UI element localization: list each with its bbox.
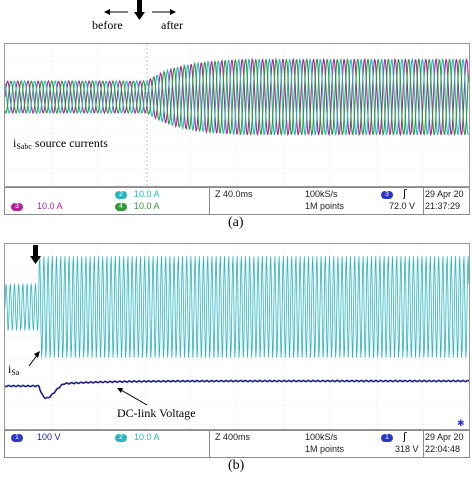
scope-screen-a: iSabc source currents: [4, 43, 470, 187]
trigger-channel-badge: 1: [381, 434, 393, 442]
phase-b-trace: [5, 57, 469, 137]
waveform-plot-a: [5, 44, 469, 186]
timebase: Z 400ms: [215, 432, 251, 442]
source-current-trace: [5, 256, 469, 358]
dc-link-voltage-label: DC-link Voltage: [117, 406, 196, 420]
date: 29 Apr 20: [425, 432, 464, 442]
record-length: 1M points: [305, 444, 345, 454]
ch2-badge: 2: [115, 191, 127, 199]
ch3-scale: 10.0 A: [37, 201, 63, 211]
sample-rate: 100kS/s: [305, 432, 338, 442]
date: 29 Apr 20: [425, 189, 464, 199]
ch2-scale: 10.0 A: [134, 432, 160, 442]
after-label: after: [161, 18, 183, 32]
ch2-badge: 2: [115, 434, 127, 442]
divider: [423, 188, 424, 214]
right-arrow-icon: [152, 9, 176, 15]
sample-rate: 100kS/s: [305, 189, 338, 199]
scope-grid: [5, 244, 469, 429]
ch1-badge: 1: [11, 434, 23, 442]
timebase: Z 40.0ms: [215, 189, 253, 199]
pointer-arrow-icon: [117, 388, 148, 406]
left-arrow-icon: [104, 9, 128, 15]
trigger-channel-badge: 3: [381, 191, 393, 199]
source-currents-label: iSabc source currents: [13, 136, 108, 151]
ch4-scale: 10.0 A: [134, 201, 160, 211]
before-after-arrows: [104, 0, 176, 20]
divider: [209, 188, 210, 214]
trigger-slope-icon: ʃ: [403, 187, 407, 200]
divider: [209, 431, 210, 457]
record-length: 1M points: [305, 201, 345, 211]
down-arrow-icon: [134, 0, 145, 20]
divider: [423, 431, 424, 457]
trigger-level: 72.0 V: [389, 201, 416, 211]
caption-b: (b): [228, 458, 245, 473]
status-bar-a: 3 10.0 A 2 10.0 A 4 10.0 A Z 40.0ms 100k…: [4, 187, 470, 215]
scope-screen-b: ✱ iSa DC-link Voltage: [4, 243, 470, 430]
time: 21:37:29: [425, 201, 461, 211]
dc-link-voltage-trace: [5, 379, 469, 400]
ch2-scale: 10.0 A: [134, 189, 160, 199]
before-label: before: [92, 18, 123, 32]
ch1-scale: 100 V: [37, 432, 61, 442]
time: 22:04:48: [425, 444, 461, 454]
trigger-level: 318 V: [395, 444, 419, 454]
trigger-slope-icon: ʃ: [403, 430, 407, 443]
waveform-plot-b: ✱: [5, 244, 469, 429]
ch4-badge: 4: [115, 203, 127, 211]
cursor-marker-icon: ✱: [457, 419, 465, 429]
pointer-arrow-icon: [28, 351, 40, 367]
ch3-badge: 3: [11, 203, 23, 211]
phase-c-trace: [5, 57, 469, 137]
caption-a: (a): [228, 215, 244, 230]
source-current-label: iSa: [8, 362, 20, 377]
down-arrow-icon: [30, 245, 41, 264]
status-bar-b: 1 100 V 2 10.0 A Z 400ms 100kS/s 1M poin…: [4, 430, 470, 458]
